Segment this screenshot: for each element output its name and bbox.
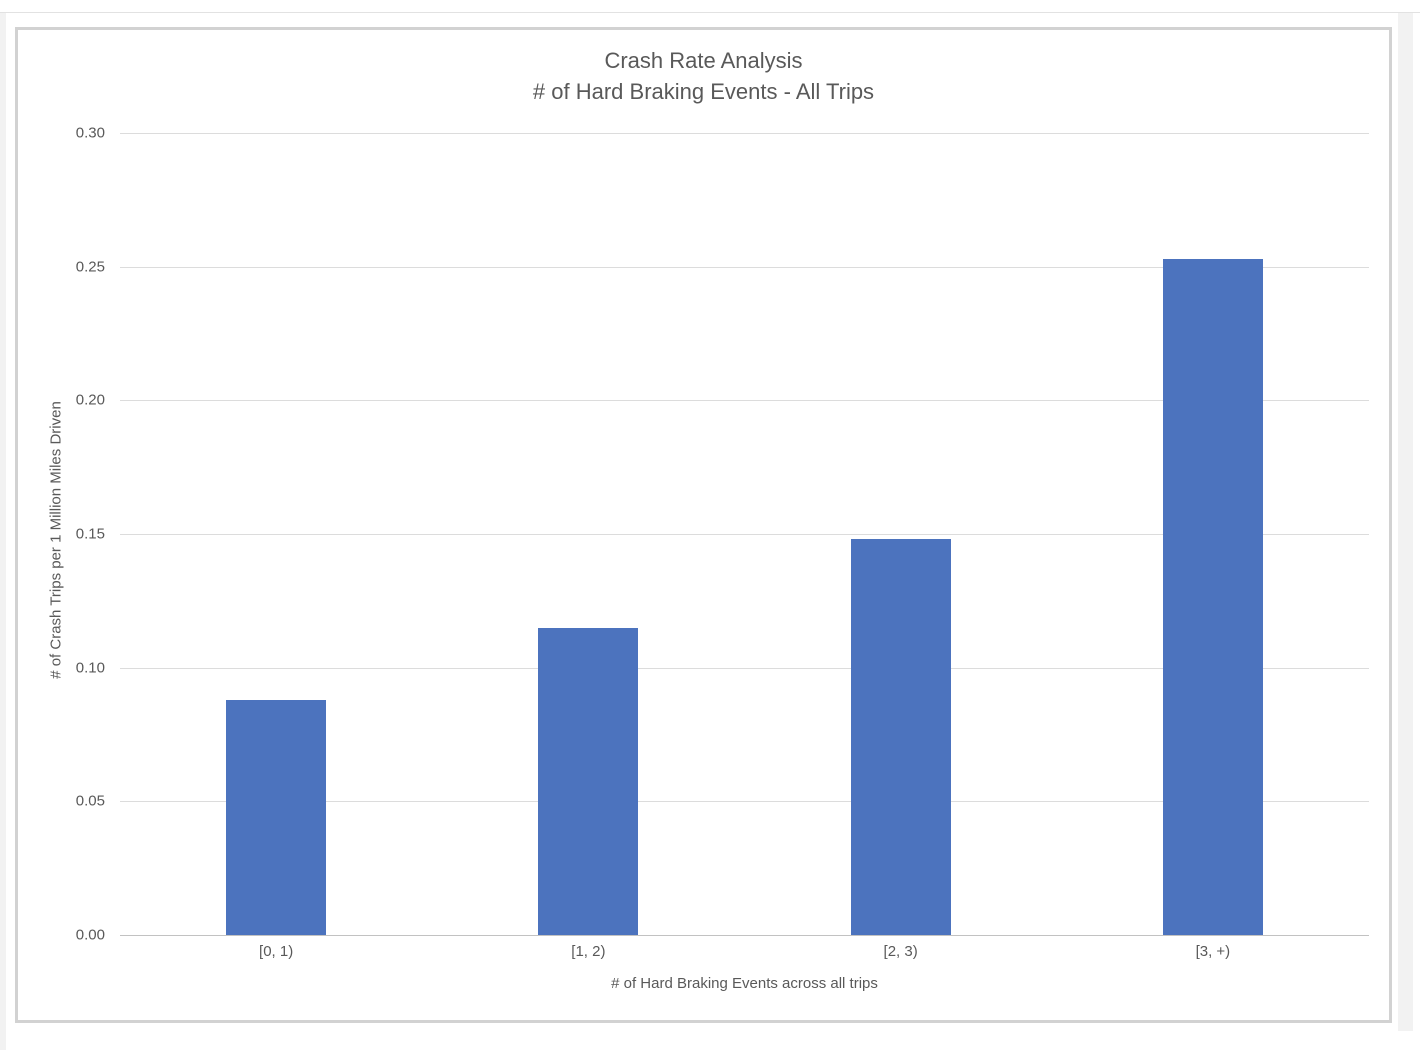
x-tick-label: [2, 3): [883, 943, 918, 960]
bar-slot: [432, 133, 744, 935]
y-tick-label: 0.00: [75, 926, 105, 944]
right-edge-strip: [1398, 13, 1413, 1031]
bar-[2, 3): [850, 539, 951, 935]
chart-subtitle: # of Hard Braking Events - All Trips: [532, 79, 875, 104]
bar-slot: [745, 133, 1057, 935]
bar-[0, 1): [226, 699, 327, 935]
y-axis-title: # of Crash Trips per 1 Million Miles Dri…: [47, 401, 65, 679]
x-axis-tick-labels: [0, 1) [1, 2) [2, 3) [3, +): [120, 943, 1369, 961]
bar-slot: [120, 133, 432, 935]
left-edge-strip: [0, 13, 6, 1050]
bar-[1, 2): [538, 627, 639, 935]
y-tick-label: 0.30: [75, 124, 105, 142]
gridline: [120, 400, 1369, 402]
x-axis-line: [120, 935, 1369, 936]
bar-[3, +): [1162, 258, 1263, 935]
y-tick-label: 0.20: [75, 391, 105, 409]
x-axis-title: # of Hard Braking Events across all trip…: [611, 975, 878, 992]
plot-area: 0.00 0.05 0.10 0.15 0.20 0.25 0.30 [0, 1) [1, 2…: [76, 125, 1369, 992]
gridline: [120, 801, 1369, 803]
plot-gridlines: [120, 133, 1369, 936]
bar-slot: [1057, 133, 1369, 935]
chart-frame: Crash Rate Analysis # of Hard Braking Ev…: [15, 27, 1392, 1023]
y-tick-label: 0.10: [75, 659, 105, 677]
x-tick-label: [3, +): [1195, 943, 1231, 960]
chart-title-block: Crash Rate Analysis # of Hard Braking Ev…: [18, 45, 1389, 107]
y-tick-label: 0.25: [75, 258, 105, 276]
gridline: [120, 133, 1369, 134]
gridline: [120, 667, 1369, 669]
x-tick-label: [1, 2): [571, 943, 606, 960]
y-tick-label: 0.15: [75, 525, 105, 543]
gridline: [120, 266, 1369, 268]
chart-title: Crash Rate Analysis: [604, 48, 803, 73]
y-tick-label: 0.05: [75, 792, 105, 810]
gridline: [120, 534, 1369, 535]
plot-bars: [120, 133, 1369, 935]
top-divider-line: [0, 12, 1420, 13]
y-axis-tick-labels: 0.00 0.05 0.10 0.15 0.20 0.25 0.30: [76, 125, 1369, 944]
x-tick-label: [0, 1): [259, 943, 294, 960]
